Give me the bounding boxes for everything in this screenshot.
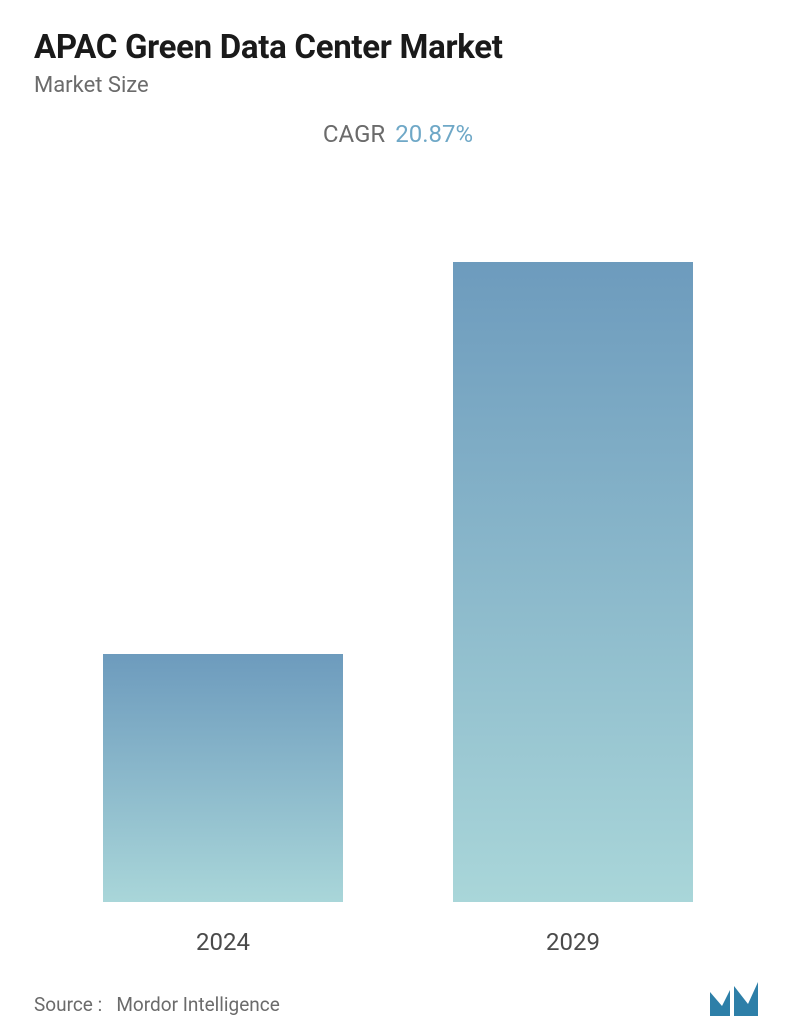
chart-subtitle: Market Size (34, 73, 762, 98)
mordor-logo-icon (710, 982, 762, 1016)
cagr-value: 20.87% (395, 120, 473, 148)
bar-label-2024: 2024 (196, 928, 250, 956)
bar-group-2029: 2029 (453, 262, 693, 956)
cagr-label: CAGR (323, 120, 385, 148)
bar-2024 (103, 654, 343, 902)
chart-title: APAC Green Data Center Market (34, 28, 762, 67)
cagr-row: CAGR 20.87% (34, 120, 762, 148)
bar-2029 (453, 262, 693, 902)
bar-group-2024: 2024 (103, 654, 343, 956)
source-name: Mordor Intelligence (116, 993, 279, 1016)
chart-footer: Source : Mordor Intelligence (34, 982, 762, 1016)
source-label: Source : (34, 993, 102, 1016)
bar-label-2029: 2029 (546, 928, 600, 956)
chart-plot-area: 2024 2029 (34, 168, 762, 956)
source-text: Source : Mordor Intelligence (34, 993, 280, 1016)
chart-container: APAC Green Data Center Market Market Siz… (0, 0, 796, 1034)
